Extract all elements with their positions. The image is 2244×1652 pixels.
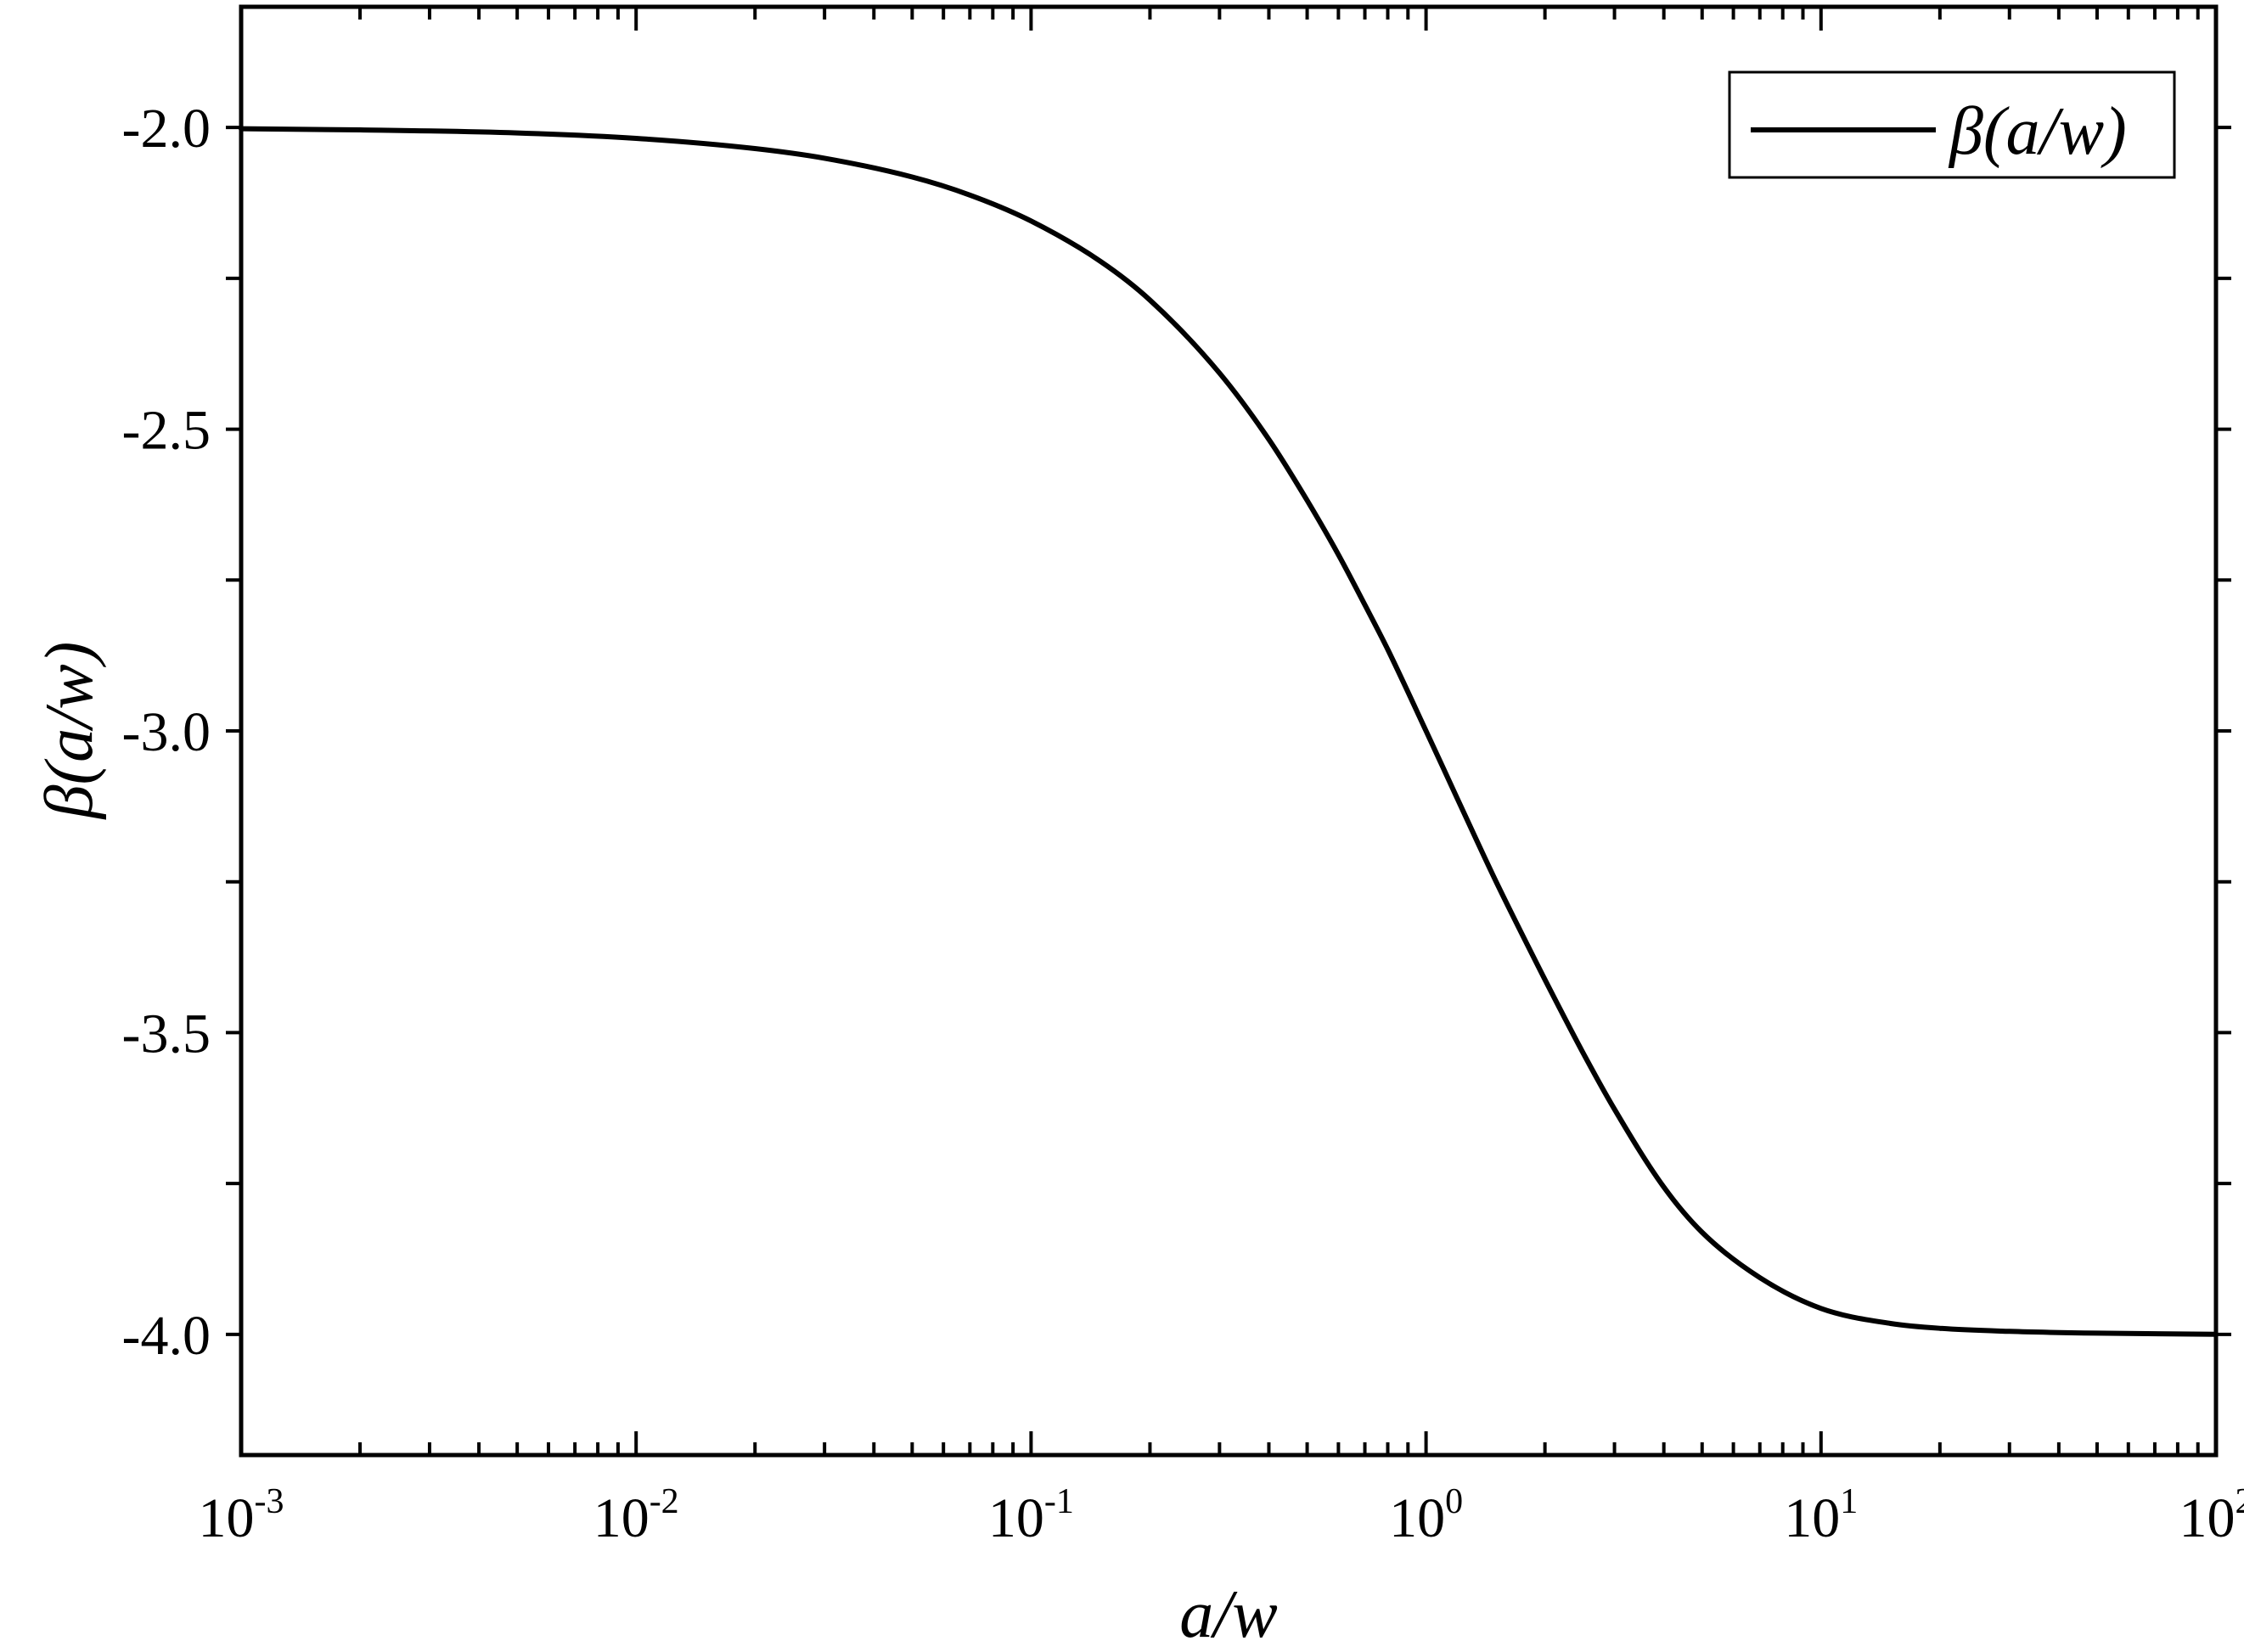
x-tick-label: 10-3 (199, 1482, 284, 1549)
legend-entry-beta: β(a/w) (1948, 94, 2127, 169)
series-line-beta (239, 126, 2219, 1337)
legend-box (1728, 70, 2176, 179)
axis-ticks (226, 7, 2231, 1455)
x-tick-label: 100 (1389, 1482, 1463, 1549)
plot-frame (239, 4, 2219, 1458)
y-tick-label: -2.0 (122, 98, 211, 160)
x-axis-title: a/w (1179, 1577, 1278, 1652)
y-axis-title: β(a/w) (32, 642, 107, 821)
y-tick-label: -4.0 (122, 1305, 211, 1367)
x-tick-label: 10-1 (988, 1482, 1074, 1549)
x-tick-label: 101 (1784, 1482, 1858, 1549)
x-tick-labels: 10-3 10-2 10-1 100 101 102 (199, 1482, 2244, 1549)
y-tick-label: -3.5 (122, 1003, 211, 1065)
y-tick-label: -2.5 (122, 400, 211, 462)
x-tick-label: 10-2 (593, 1482, 679, 1549)
x-tick-label: 102 (2179, 1482, 2244, 1549)
y-tick-labels: -2.0 -2.5 -3.0 -3.5 -4.0 (122, 98, 211, 1367)
y-tick-label: -3.0 (122, 701, 211, 763)
legend: β(a/w) (1728, 70, 2176, 179)
